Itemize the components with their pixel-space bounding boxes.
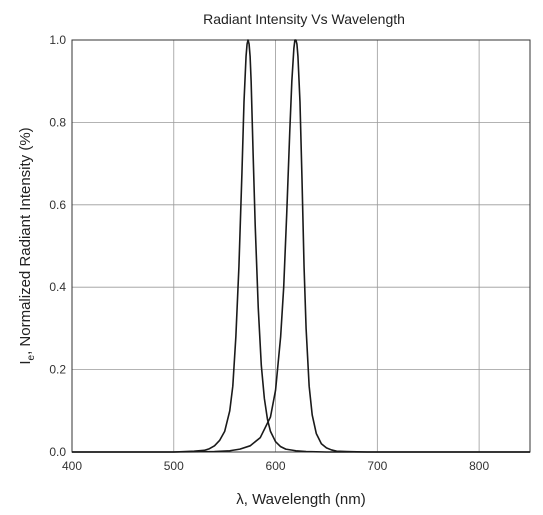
plot-frame (71, 39, 531, 453)
y-tick-label: 0.0 (49, 445, 66, 459)
x-tick-labels: 400 500 600 700 800 (62, 459, 489, 473)
y-axis-label: Ie, Normalized Radiant Intensity (%) (17, 127, 37, 364)
y-tick-labels: 0.0 0.2 0.4 0.6 0.8 1.0 (49, 33, 66, 459)
x-axis-label: λ, Wavelength (nm) (236, 491, 366, 508)
y-axis-label-symbol: I (17, 360, 34, 364)
x-tick-label: 500 (164, 459, 184, 473)
gridlines (72, 40, 530, 452)
series-line-1 (72, 39, 530, 453)
x-tick-label: 800 (469, 459, 489, 473)
y-axis-label-text: , Normalized Radiant Intensity (%) (17, 127, 34, 355)
y-tick-label: 0.2 (49, 363, 66, 377)
y-tick-label: 1.0 (49, 33, 66, 47)
x-tick-label: 400 (62, 459, 82, 473)
series-curves (72, 39, 530, 453)
y-tick-label: 0.8 (49, 115, 66, 129)
y-tick-label: 0.4 (49, 280, 66, 294)
x-tick-label: 600 (266, 459, 286, 473)
chart-title: Radiant Intensity Vs Wavelength (203, 11, 405, 27)
series-line-2 (72, 39, 530, 453)
y-tick-label: 0.6 (49, 198, 66, 212)
x-tick-label: 700 (367, 459, 387, 473)
y-axis-label-subscript: e (26, 354, 37, 360)
